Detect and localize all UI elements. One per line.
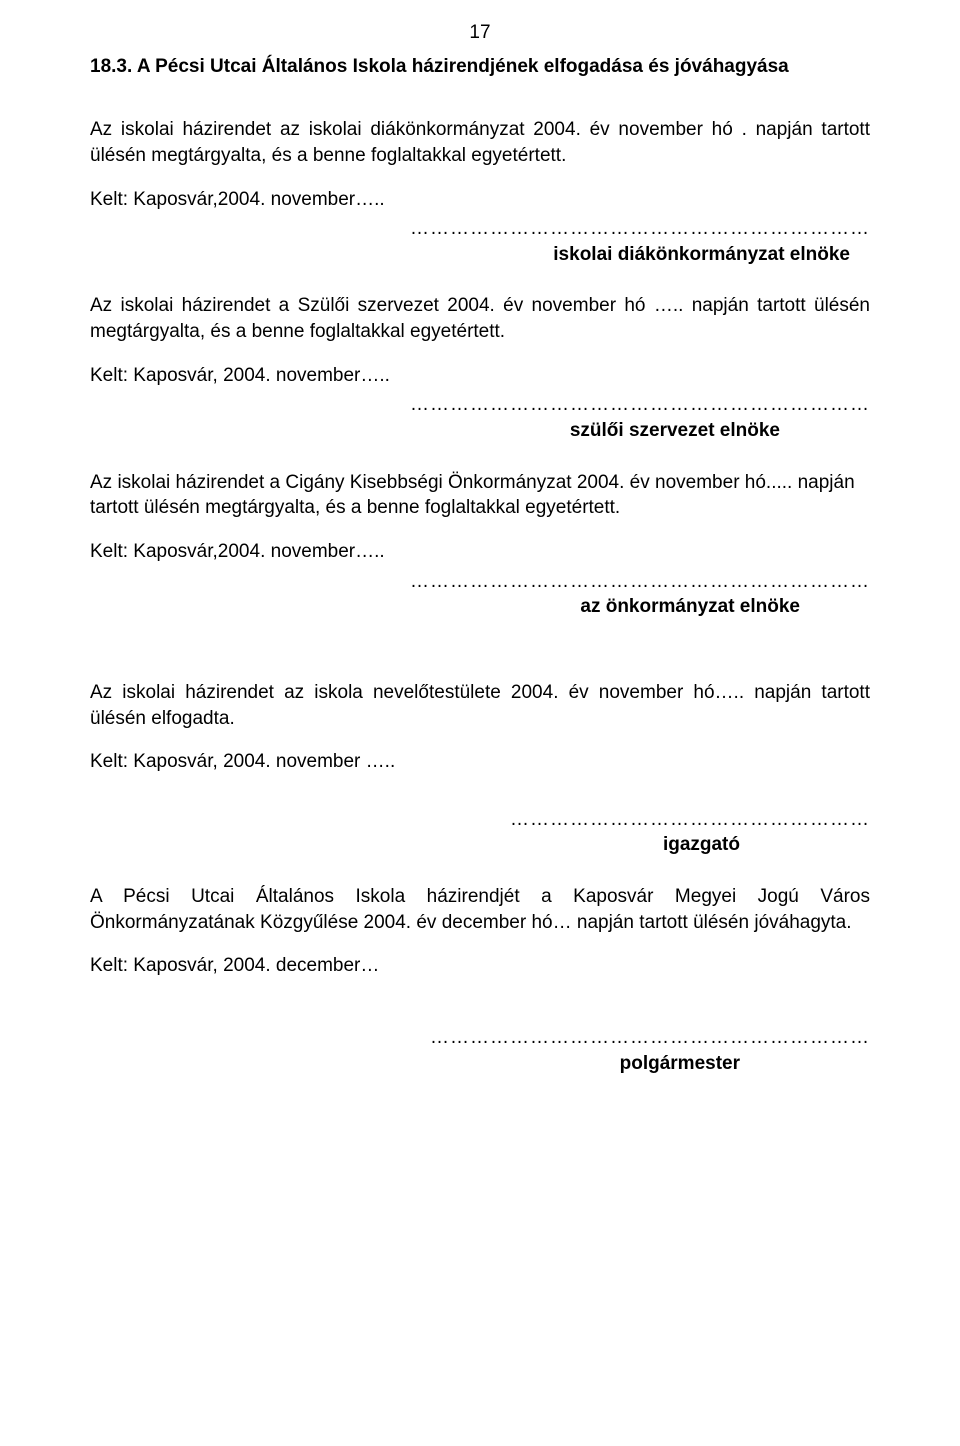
signature-dots-4: ………………………………………………: [510, 809, 870, 830]
date-line-4: Kelt: Kaposvár, 2004. november …..: [90, 749, 870, 775]
signature-block-1: …………………………………………………………… iskolai diákönko…: [90, 216, 870, 267]
signature-label-4: igazgató: [663, 832, 870, 858]
signature-block-4: ……………………………………………… igazgató: [90, 807, 870, 858]
page-number: 17: [90, 20, 870, 46]
document-page: 17 18.3. A Pécsi Utcai Általános Iskola …: [0, 0, 960, 1446]
paragraph-cigany: Az iskolai házirendet a Cigány Kisebbség…: [90, 470, 870, 521]
signature-label-5: polgármester: [620, 1051, 870, 1077]
signature-label-1: iskolai diákönkormányzat elnöke: [553, 242, 870, 268]
date-line-1: Kelt: Kaposvár,2004. november…..: [90, 187, 870, 213]
signature-block-2: …………………………………………………………… szülői szervezet…: [90, 392, 870, 443]
signature-label-3: az önkormányzat elnöke: [580, 594, 870, 620]
signature-dots-1: ……………………………………………………………: [410, 218, 870, 239]
date-line-2: Kelt: Kaposvár, 2004. november…..: [90, 363, 870, 389]
signature-label-2: szülői szervezet elnöke: [570, 418, 870, 444]
paragraph-szuloi: Az iskolai házirendet a Szülői szervezet…: [90, 293, 870, 344]
signature-block-3: …………………………………………………………… az önkormányzat …: [90, 569, 870, 620]
signature-dots-3: ……………………………………………………………: [410, 571, 870, 592]
signature-dots-5: …………………………………………………………: [430, 1027, 870, 1048]
date-line-3: Kelt: Kaposvár,2004. november…..: [90, 539, 870, 565]
signature-dots-2: ……………………………………………………………: [410, 394, 870, 415]
paragraph-kozgyules: A Pécsi Utcai Általános Iskola házirendj…: [90, 884, 870, 935]
section-title: 18.3. A Pécsi Utcai Általános Iskola ház…: [90, 54, 870, 80]
paragraph-nevelotestulet: Az iskolai házirendet az iskola nevelőte…: [90, 680, 870, 731]
paragraph-diak: Az iskolai házirendet az iskolai diákönk…: [90, 117, 870, 168]
signature-block-5: ………………………………………………………… polgármester: [90, 1025, 870, 1076]
date-line-5: Kelt: Kaposvár, 2004. december…: [90, 953, 870, 979]
